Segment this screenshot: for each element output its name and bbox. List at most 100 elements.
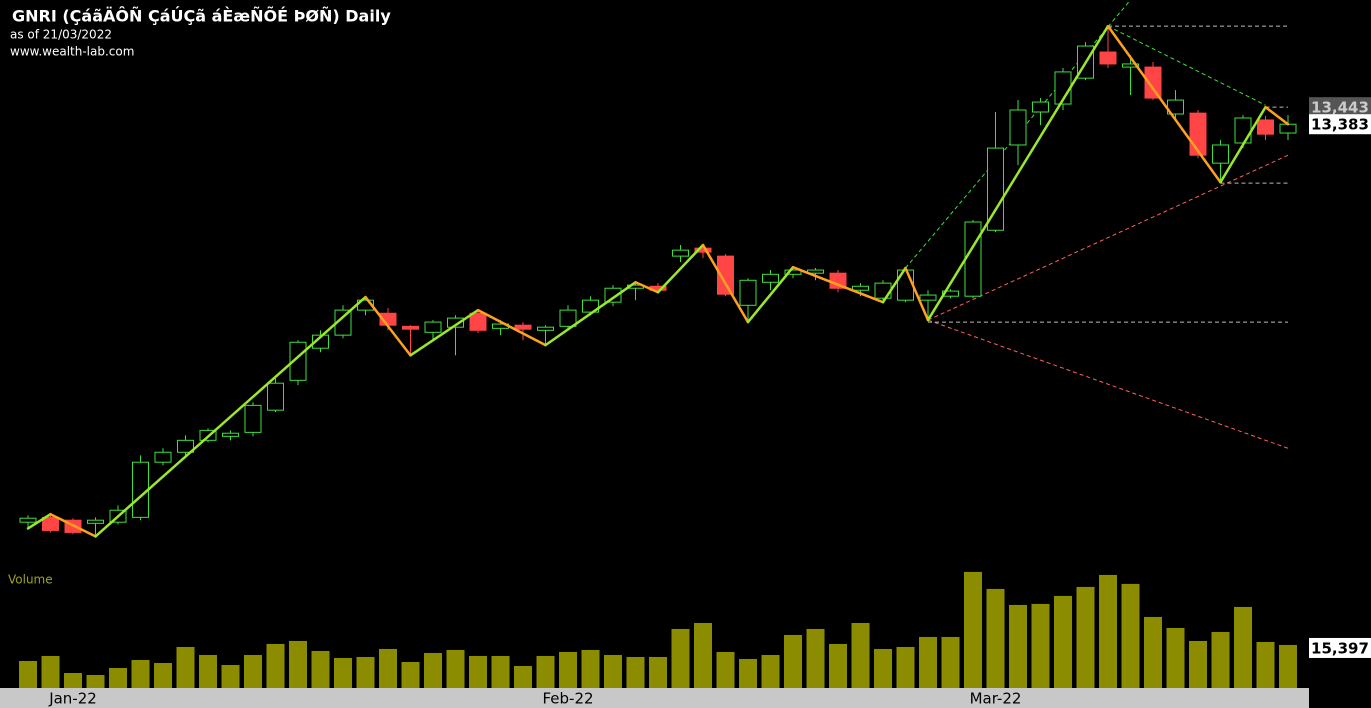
candle-body (582, 299, 599, 313)
candle-body (919, 294, 937, 301)
candle-body (739, 279, 757, 306)
volume-bar (1189, 640, 1207, 688)
volume-bar (356, 656, 375, 688)
zigzag-segment (904, 266, 930, 322)
volume-bar (1009, 604, 1027, 688)
source: www.wealth-lab.com (10, 45, 134, 59)
candle-body (717, 255, 734, 295)
volume-bar (671, 628, 690, 688)
volume-bar (221, 664, 240, 688)
zigzag-segment (94, 295, 367, 538)
volume-bar (1054, 595, 1072, 688)
candle-body (604, 287, 622, 303)
volume-bar (109, 667, 127, 688)
volume-bar (199, 654, 217, 688)
zigzag-segment (701, 243, 750, 324)
zigzag-segment (26, 512, 52, 530)
volume-bar (739, 658, 757, 688)
volume-bar (176, 646, 195, 688)
price-label-box (1309, 97, 1371, 118)
zigzag-segment (49, 512, 97, 538)
volume-bar (581, 649, 600, 688)
candle-body (559, 309, 577, 327)
price-label-box (1309, 114, 1371, 135)
volume-bar (1279, 644, 1297, 688)
candle-body (1257, 119, 1274, 135)
volume-bar (694, 622, 712, 688)
volume-bar (266, 643, 285, 688)
candle-body (1212, 144, 1229, 164)
chart-title: GNRI (ÇáãÄÔÑ ÇáÚÇã áÈæÑÕÉ ÞØÑ) Daily (12, 7, 391, 26)
volume-bar (244, 654, 262, 688)
volume-bar (311, 650, 330, 688)
volume-bar (446, 649, 465, 688)
zigzag-segment (1264, 105, 1290, 126)
zigzag-segment (656, 243, 705, 294)
price-label: 13,443 (1311, 99, 1369, 117)
candle-body (694, 247, 712, 253)
volume-bar (986, 588, 1005, 688)
candle-body (1279, 123, 1297, 134)
volume-bar (829, 643, 847, 688)
volume-bar (86, 674, 105, 688)
candle-body (402, 325, 419, 330)
volume-bar (1256, 641, 1275, 688)
volume-bar (1031, 603, 1050, 688)
volume-bar (874, 648, 892, 688)
candle-body (1032, 101, 1049, 113)
volume-bar (761, 654, 780, 688)
volume-bar (559, 651, 577, 688)
x-tick-label: Feb-22 (542, 690, 593, 708)
candle-body (244, 404, 262, 433)
volume-bar (536, 655, 555, 688)
candle-body (1099, 51, 1117, 65)
volume-bar (469, 655, 487, 688)
x-tick-label: Mar-22 (970, 690, 1022, 708)
volume-bar (649, 656, 667, 688)
volume-bar (919, 636, 937, 688)
volume-bar (64, 672, 82, 688)
volume-bar (154, 662, 172, 688)
x-axis-bar (0, 688, 1309, 708)
volume-bar (289, 640, 307, 688)
volume-bar (401, 661, 420, 688)
volume-bar (491, 655, 510, 688)
zigzag-segment (746, 265, 795, 324)
volume-bar (1121, 583, 1140, 688)
candle-body (1234, 117, 1252, 144)
volume-bar (1076, 586, 1095, 688)
candle-body (784, 269, 802, 275)
candle-body (312, 334, 329, 349)
volume-label: Volume (8, 573, 53, 587)
volume-bar (379, 648, 397, 688)
plot (19, 0, 1297, 688)
candle-body (154, 451, 172, 463)
candle-body (942, 290, 959, 297)
zigzag-segment (409, 308, 480, 357)
candle-body (42, 516, 59, 531)
candle-body (424, 321, 442, 333)
candle-body (267, 382, 284, 411)
volume-bar (131, 659, 150, 688)
volume-bar (1211, 631, 1230, 688)
candle-body (1144, 66, 1162, 99)
volume-bar (806, 628, 825, 688)
zigzag-segment (881, 266, 907, 304)
candle-body (447, 317, 464, 328)
candle-body (469, 312, 487, 331)
candle-body (964, 221, 982, 297)
zigzag-segment (634, 281, 660, 294)
volume-bar (514, 665, 532, 688)
volume-bar (716, 651, 735, 688)
zigzag-segment (1219, 105, 1267, 184)
candle-body (1009, 109, 1027, 146)
volume-bar (1166, 627, 1185, 688)
volume-label-box (1309, 637, 1371, 658)
volume-bar (19, 660, 37, 688)
candle-body (672, 249, 689, 257)
subtitle: as of 21/03/2022 (10, 28, 112, 42)
zigzag-segment (364, 295, 412, 357)
candle-body (87, 519, 104, 524)
